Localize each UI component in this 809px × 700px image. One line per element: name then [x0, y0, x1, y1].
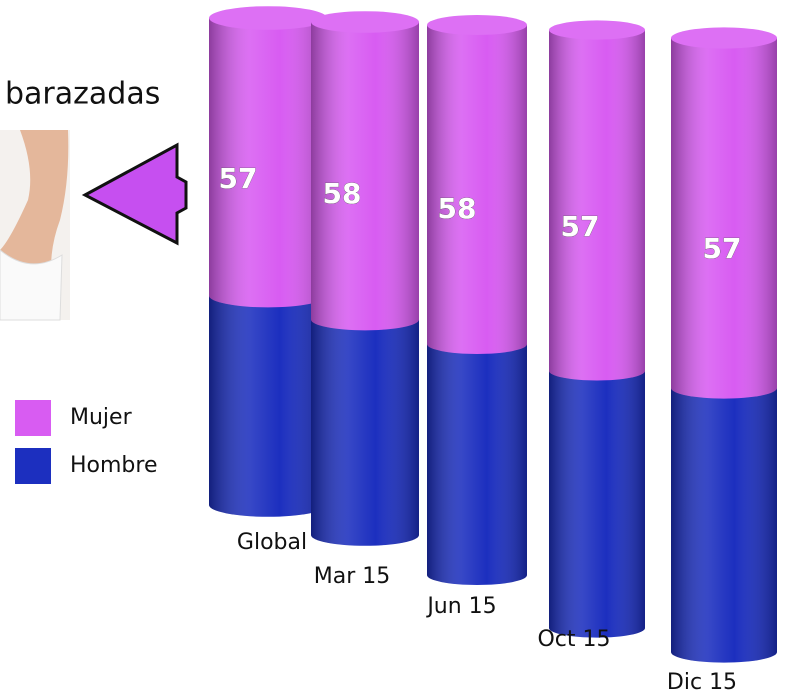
cylinder-top: [427, 15, 527, 35]
shading: [427, 25, 527, 354]
legend-swatch: [15, 448, 51, 484]
value-label: 57: [219, 162, 258, 195]
x-tick-label: Dic 15: [667, 670, 737, 695]
x-tick-label: Global: [237, 530, 307, 555]
x-tick-label: Mar 15: [314, 564, 391, 589]
value-label: 58: [323, 177, 362, 210]
legend-label: Mujer: [70, 405, 133, 430]
arrow: [81, 142, 188, 246]
shading: [209, 295, 327, 517]
x-tick-label: Oct 15: [537, 627, 610, 652]
cylinder-top: [549, 20, 645, 40]
shading: [209, 18, 327, 308]
shading: [671, 38, 777, 399]
shading: [311, 319, 419, 546]
value-label: 57: [561, 210, 600, 243]
legend-swatch: [15, 400, 51, 436]
photo: [0, 130, 70, 321]
shading: [311, 22, 419, 331]
value-label: 58: [438, 192, 477, 225]
cylinder-top: [671, 27, 777, 49]
annotation: barazadas: [5, 77, 160, 112]
value-label: 57: [703, 232, 742, 265]
plot: 57 Global 58 Mar 15 58 Jun 15 57 Oct 15 57 Dic 15: [209, 6, 777, 695]
shading: [671, 387, 777, 663]
legend-label: Hombre: [70, 453, 158, 478]
cylinder-top: [209, 6, 327, 30]
shading: [549, 370, 645, 638]
shading: [427, 344, 527, 585]
shading: [549, 30, 645, 381]
legend: Mujer Hombre: [15, 400, 158, 484]
cylinder-top: [311, 11, 419, 33]
x-tick-label: Jun 15: [425, 594, 496, 619]
